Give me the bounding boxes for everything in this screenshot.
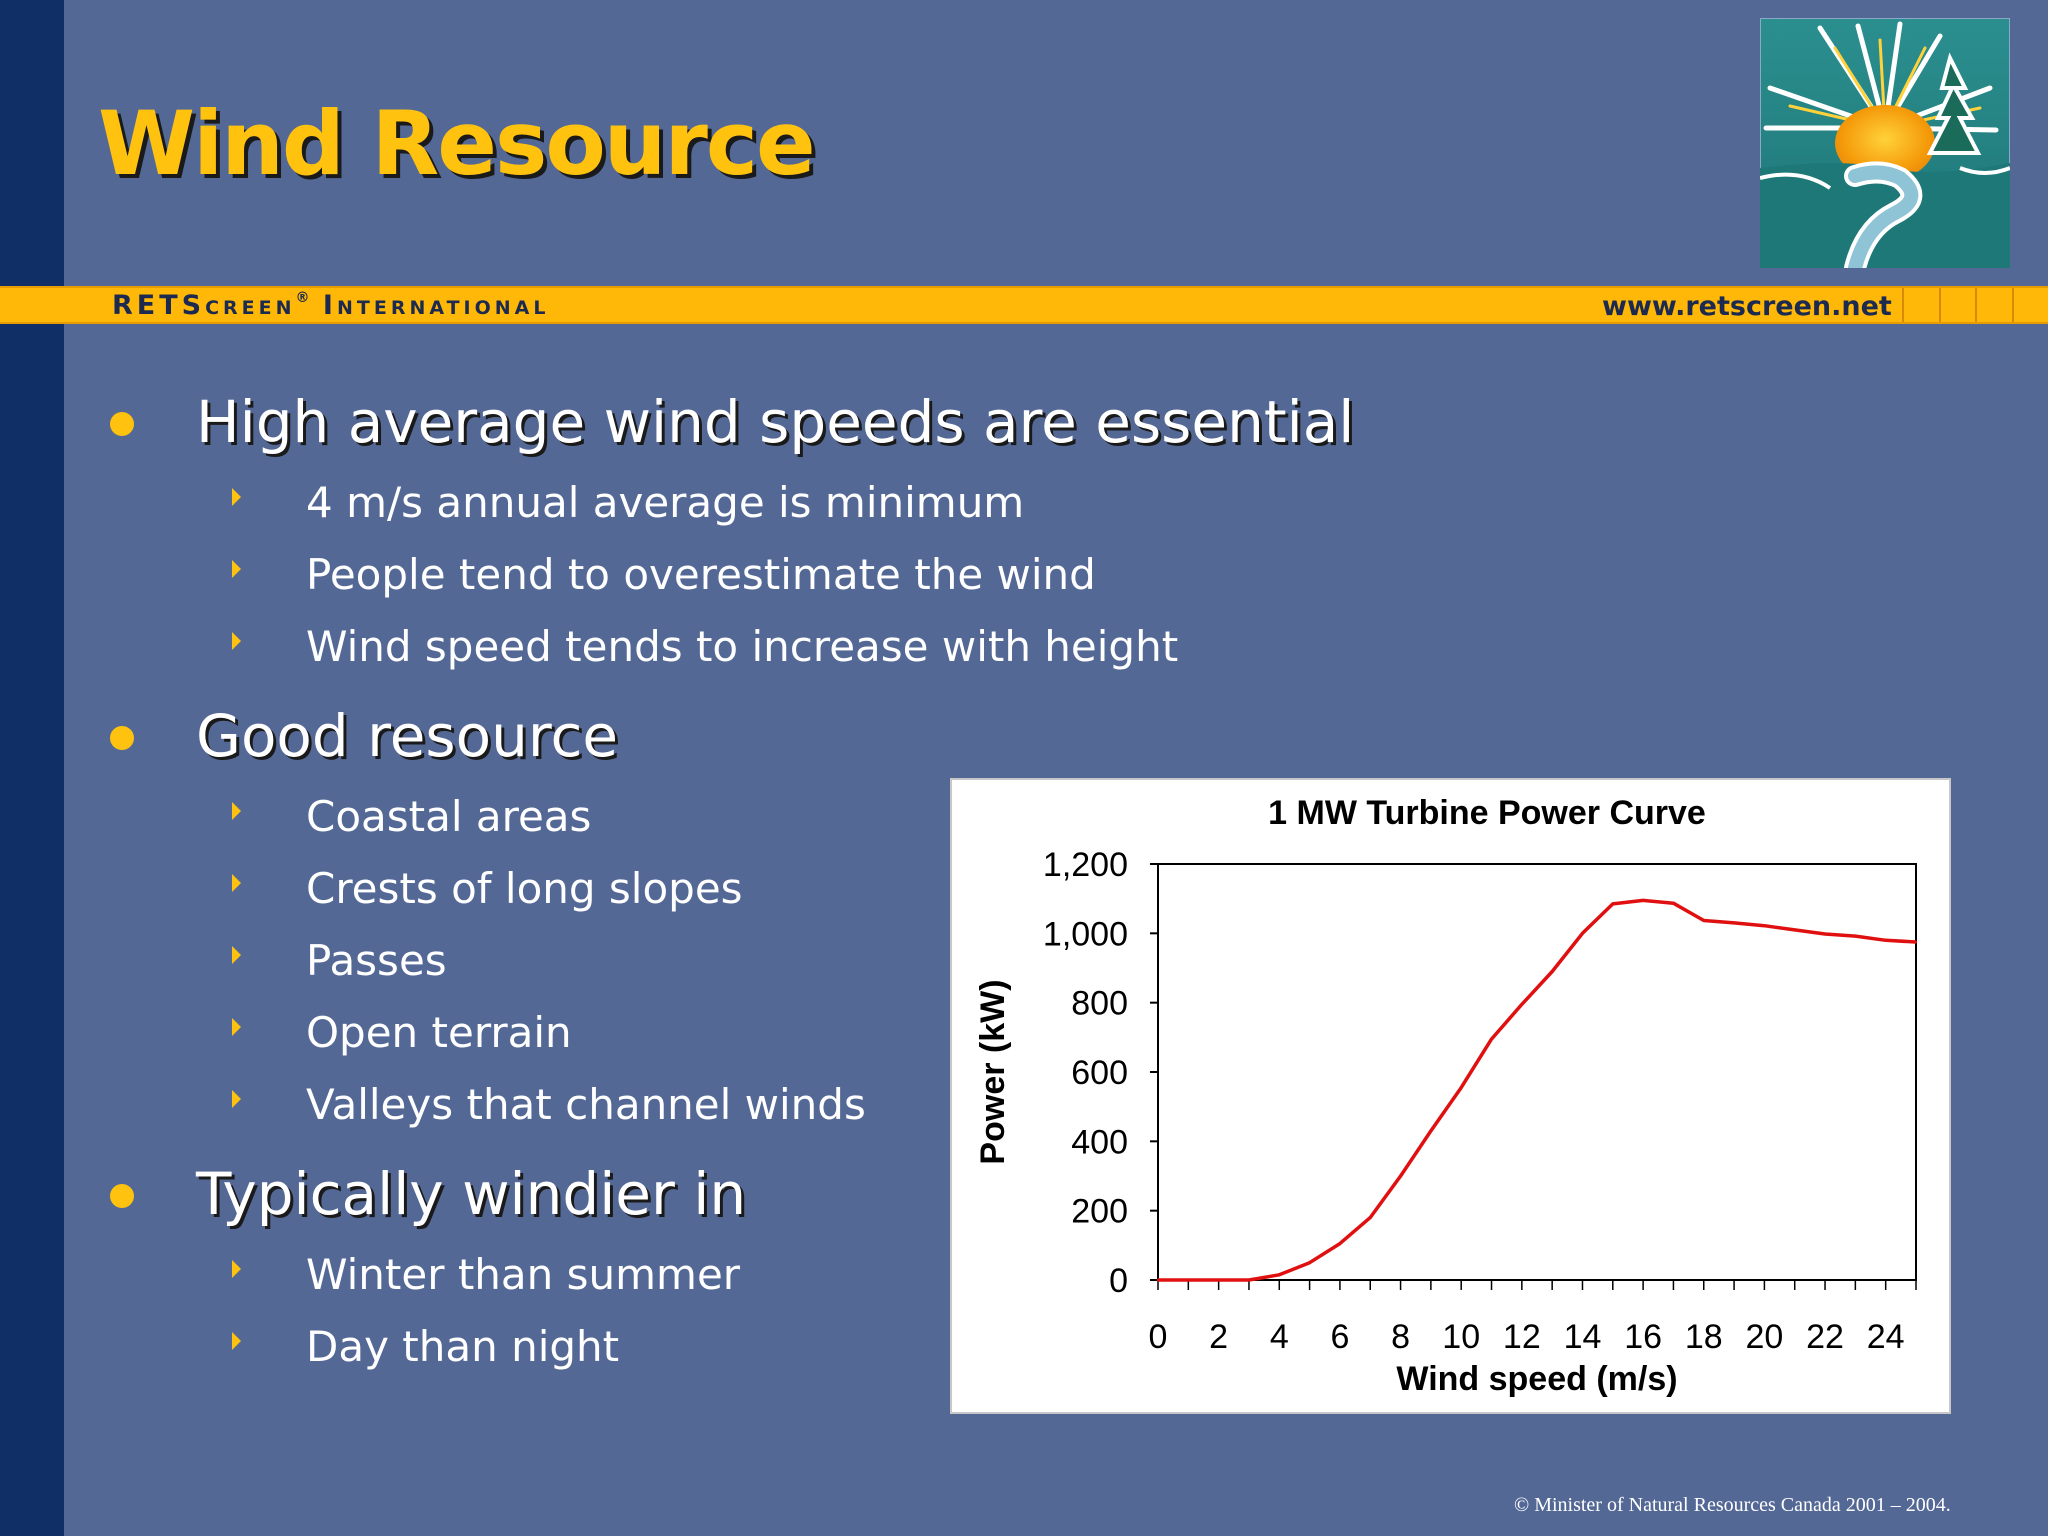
bullet-dot-icon [110,412,134,436]
bullet-dot-icon [110,726,134,750]
power-curve-point [1429,1129,1433,1133]
x-tick-label: 16 [1624,1318,1662,1356]
x-tick-label: 0 [1149,1318,1168,1356]
sub-bullet-text: Valleys that channel winds [306,1080,866,1129]
y-tick-label: 1,200 [1043,846,1128,884]
power-curve-point [1914,940,1918,944]
x-tick-label: 6 [1330,1318,1349,1356]
banner-tick-marks [1902,288,2048,322]
power-curve-point [1854,934,1857,938]
y-tick-label: 1,000 [1043,915,1128,953]
bullet-dot-icon [110,1184,134,1208]
y-tick-label: 200 [1071,1193,1128,1231]
triangle-right-icon [232,1332,241,1350]
power-curve-point [1702,919,1705,922]
x-tick-label: 2 [1209,1318,1228,1356]
power-curve-line [1158,898,1917,1282]
banner-brand-suffix: International [309,290,550,321]
x-tick-label: 4 [1270,1318,1289,1356]
bullet-text: Good resource [196,702,619,770]
y-tick-label: 0 [1109,1262,1128,1300]
sub-bullet-text: Winter than summer [306,1250,741,1299]
power-curve-point [1460,1086,1463,1089]
power-curve-point [1581,932,1584,935]
triangle-right-icon [232,560,241,578]
sub-bullet-text: Coastal areas [306,792,592,841]
power-curve-point [1247,1278,1251,1282]
x-tick-label: 14 [1564,1318,1602,1356]
x-tick-label: 20 [1745,1318,1783,1356]
power-curve-point [1641,899,1645,902]
y-tick-label: 600 [1071,1054,1128,1092]
power-curve-point [1520,1003,1524,1006]
triangle-right-icon [232,632,241,650]
power-curve-point [1884,939,1887,942]
power-curve-point [1732,921,1736,925]
bullet-text: Typically windier in [196,1160,747,1228]
triangle-right-icon [232,1018,241,1036]
retscreen-banner: RETScreen® International www.retscreen.n… [0,286,2048,324]
sub-bullet-text: People tend to overestimate the wind [306,550,1096,599]
y-axis-label: Power (kW) [974,979,1012,1164]
sub-bullet-text: 4 m/s annual average is minimum [306,478,1025,527]
triangle-right-icon [232,488,241,506]
power-curve-point [1793,928,1796,932]
triangle-right-icon [232,1090,241,1108]
sub-bullet-text: Crests of long slopes [306,864,743,913]
triangle-right-icon [232,874,241,892]
sub-bullet-text: Open terrain [306,1008,572,1057]
banner-brand-name: RETScreen [112,290,296,321]
left-accent-bar [0,0,64,1536]
power-curve-point [1490,1037,1493,1041]
power-curve-point [1672,901,1675,905]
chart-title: 1 MW Turbine Power Curve [1268,794,1706,832]
copyright-notice: © Minister of Natural Resources Canada 2… [1514,1494,1951,1516]
retscreen-sun-logo [1760,18,2010,268]
x-tick-label: 10 [1442,1318,1480,1356]
plot-area [1157,863,1917,1281]
x-axis-label: Wind speed (m/s) [1396,1360,1677,1398]
power-curve-point [1611,902,1614,906]
triangle-right-icon [232,1260,241,1278]
power-curve-point [1156,1278,1160,1282]
power-curve-point [1763,924,1766,927]
power-curve-point [1217,1278,1220,1282]
power-curve-point [1338,1242,1342,1245]
sub-bullet-text: Wind speed tends to increase with height [306,622,1179,671]
x-tick-label: 22 [1806,1318,1844,1356]
bullet-text: High average wind speeds are essential [196,388,1355,456]
power-curve-chart: 1 MW Turbine Power Curve 0 200 400 600 800 1,0… [950,778,1951,1414]
x-tick-label: 12 [1503,1318,1541,1356]
power-curve-svg: 1 MW Turbine Power Curve02004006008001,0… [974,794,1918,1398]
triangle-right-icon [232,802,241,820]
x-tick-label: 24 [1867,1318,1905,1356]
x-tick-label: 18 [1685,1318,1723,1356]
x-tick-label: 8 [1391,1318,1410,1356]
power-curve-point [1550,970,1554,973]
y-tick-label: 400 [1071,1123,1128,1161]
power-curve-point [1823,932,1827,936]
triangle-right-icon [232,946,241,964]
power-curve-point [1369,1216,1372,1219]
sub-bullet-text: Day than night [306,1322,620,1371]
power-curve-point [1187,1278,1190,1282]
y-tick-label: 800 [1071,985,1128,1023]
power-curve-point [1308,1261,1311,1264]
power-curve-point [1399,1174,1402,1178]
banner-brand: RETScreen® International [112,290,549,321]
sub-bullet-text: Passes [306,936,447,985]
registered-mark: ® [295,290,310,306]
power-curve-point [1278,1273,1281,1276]
slide-title: Wind Resource [98,92,816,195]
banner-url[interactable]: www.retscreen.net [1602,291,1892,322]
